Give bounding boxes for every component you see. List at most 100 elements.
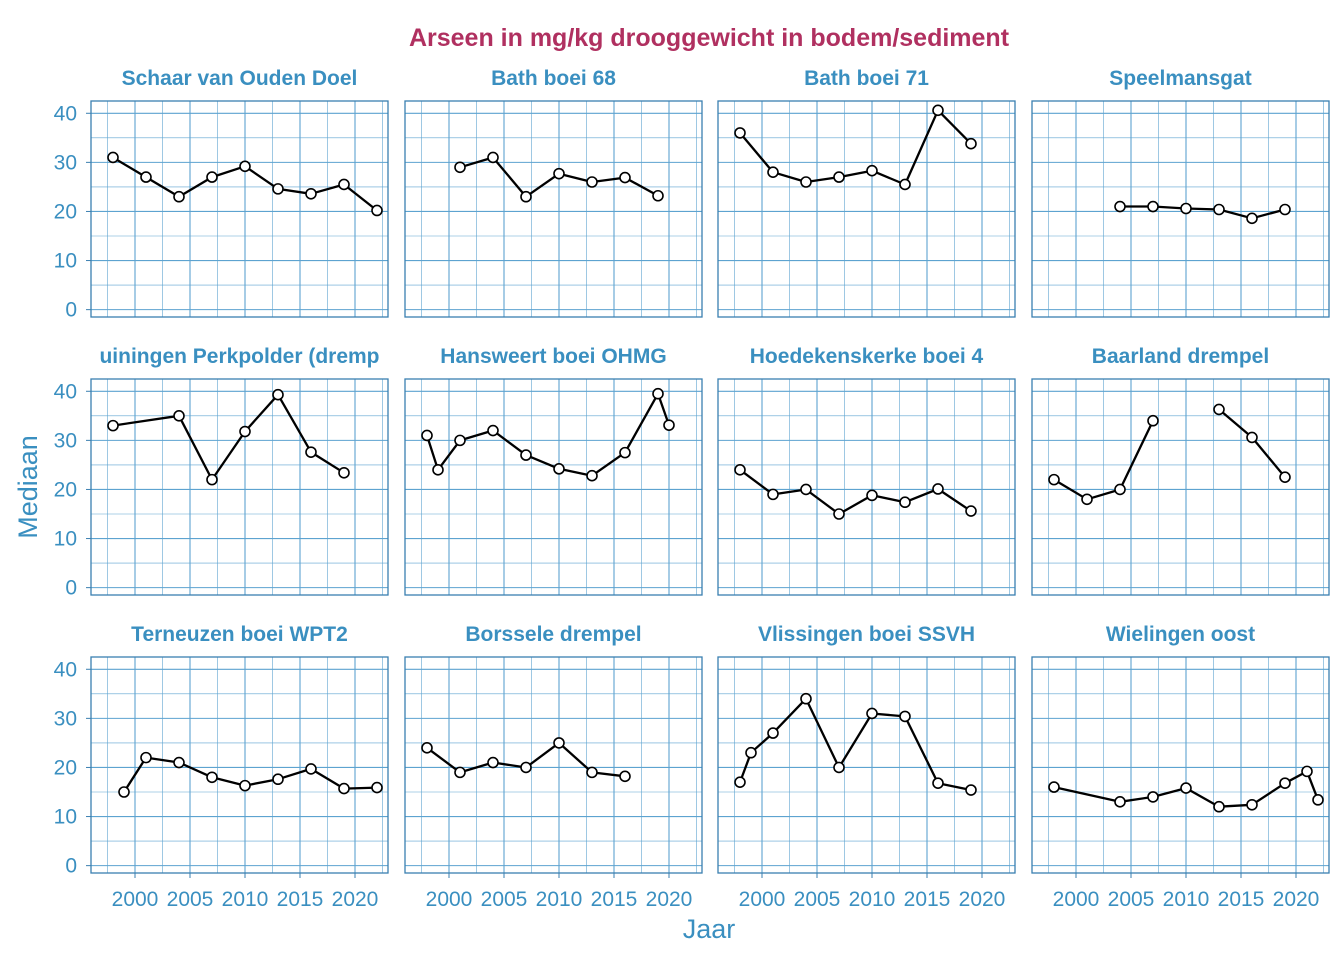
y-tick-label: 0 xyxy=(65,577,77,600)
data-point xyxy=(206,771,218,784)
data-point xyxy=(520,190,532,203)
data-point xyxy=(1213,403,1225,416)
data-point xyxy=(338,782,350,795)
data-point xyxy=(932,483,944,495)
y-tick-label: 10 xyxy=(54,250,77,273)
y-tick-label: 20 xyxy=(54,478,77,501)
data-point xyxy=(487,424,499,437)
series-line xyxy=(1218,408,1286,478)
data-point xyxy=(553,167,565,180)
data-point xyxy=(1048,473,1060,486)
data-point xyxy=(734,127,746,139)
y-tick-label: 40 xyxy=(54,658,77,681)
series-line xyxy=(738,697,972,792)
y-tick-label: 0 xyxy=(65,855,77,878)
x-tick-label: 2010 xyxy=(1163,888,1210,911)
data-point xyxy=(206,473,218,486)
data-point xyxy=(487,151,499,164)
data-point xyxy=(586,469,598,482)
x-tick-label: 2020 xyxy=(332,888,379,911)
data-point xyxy=(833,171,845,183)
data-point xyxy=(965,137,977,150)
y-tick-label: 30 xyxy=(54,429,77,452)
panel-border xyxy=(90,100,389,318)
data-point xyxy=(745,746,757,759)
facet-panel: Schaar van Ouden Doel 0 10 20 30 40 xyxy=(54,67,389,322)
data-point xyxy=(734,464,746,476)
facet-panel: Speelmansgat xyxy=(1031,67,1330,318)
data-point xyxy=(1213,203,1225,216)
data-point xyxy=(371,781,383,794)
panel-border xyxy=(1031,100,1330,318)
facet-panel: Hoedekenskerke boei 4 xyxy=(717,345,1016,596)
x-tick-label: 2015 xyxy=(904,888,951,911)
panel-border xyxy=(717,656,1016,874)
y-tick-label: 20 xyxy=(54,200,77,223)
x-tick-label: 2020 xyxy=(646,888,693,911)
data-point xyxy=(206,171,218,183)
data-point xyxy=(173,756,185,769)
data-point xyxy=(305,187,317,200)
data-point xyxy=(800,692,812,705)
data-point xyxy=(239,160,251,173)
data-point xyxy=(272,773,284,786)
facet-label: Speelmansgat xyxy=(1109,67,1251,90)
data-point xyxy=(338,178,350,191)
facet-label: Bath boei 71 xyxy=(804,67,929,90)
facet-label: Terneuzen boei WPT2 xyxy=(131,623,348,646)
panel-border xyxy=(404,656,703,874)
data-point xyxy=(454,766,466,779)
data-point xyxy=(1279,203,1291,216)
data-point xyxy=(932,777,944,789)
data-point xyxy=(833,761,845,774)
x-tick-label: 2000 xyxy=(112,888,159,911)
data-point xyxy=(487,756,499,769)
x-tick-label: 2020 xyxy=(1273,888,1320,911)
y-tick-label: 40 xyxy=(54,380,77,403)
data-point xyxy=(1180,782,1192,794)
y-tick-label: 40 xyxy=(54,102,77,125)
facet-label: Hansweert boei OHMG xyxy=(440,345,666,368)
x-tick-label: 2010 xyxy=(849,888,896,911)
data-point xyxy=(553,737,565,749)
panel-border xyxy=(404,378,703,596)
y-tick-label: 0 xyxy=(65,299,77,322)
data-point xyxy=(866,489,878,502)
x-tick-label: 2015 xyxy=(591,888,638,911)
x-tick-label: 2005 xyxy=(794,888,841,911)
panel-border xyxy=(1031,378,1330,596)
x-axis-title: Jaar xyxy=(683,914,736,944)
facet-label: Borssele drempel xyxy=(465,623,641,646)
data-point xyxy=(432,464,444,476)
data-point xyxy=(239,425,251,438)
data-point xyxy=(305,446,317,458)
data-point xyxy=(866,707,878,720)
data-point xyxy=(965,784,977,796)
facet-label: Hoedekenskerke boei 4 xyxy=(750,345,984,368)
data-point xyxy=(800,176,812,188)
series-line xyxy=(1120,205,1286,220)
data-point xyxy=(833,508,845,520)
facet-label: Schaar van Ouden Doel xyxy=(122,67,358,90)
x-tick-label: 2000 xyxy=(739,888,786,911)
data-point xyxy=(1147,200,1159,213)
data-point xyxy=(1114,200,1126,213)
panel-border xyxy=(90,656,389,874)
x-tick-label: 2015 xyxy=(277,888,324,911)
facet-panels: Schaar van Ouden Doel 0 10 20 30 40 Bath boei … xyxy=(54,67,1330,911)
data-point xyxy=(118,786,130,798)
data-point xyxy=(965,505,977,517)
x-tick-label: 2005 xyxy=(1108,888,1155,911)
data-point xyxy=(1279,471,1291,483)
facet-label: Vlissingen boei SSVH xyxy=(758,623,975,646)
facet-panel: Wielingen oost 2000 2005 2010 2015 2020 xyxy=(1031,623,1330,911)
data-point xyxy=(1312,794,1324,806)
data-point xyxy=(586,176,598,188)
data-point xyxy=(421,429,433,442)
facet-panel: Terneuzen boei WPT2 0 10 20 30 40 2000 2005 2010… xyxy=(54,623,389,911)
x-tick-label: 2000 xyxy=(426,888,473,911)
series-line xyxy=(1053,420,1155,501)
series-line xyxy=(425,392,671,477)
x-tick-label: 2010 xyxy=(222,888,269,911)
